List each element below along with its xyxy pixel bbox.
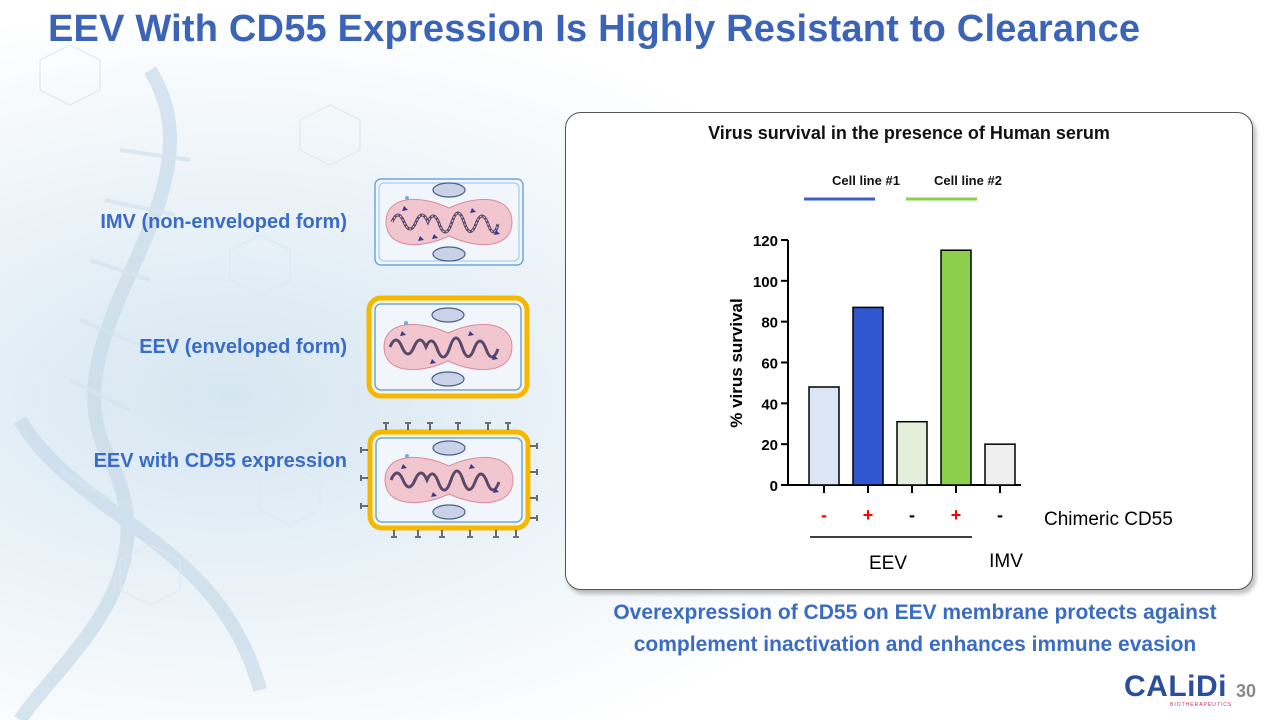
category-label-4: + [951,505,962,525]
category-label-1: - [821,505,827,525]
bar-3 [896,420,928,486]
y-tick-label: 60 [761,356,778,373]
legend-label-1: Cell line #1 [832,173,900,188]
bar-1 [808,386,840,486]
row-label-chimeric-cd55: Chimeric CD55 [1044,509,1173,530]
y-tick-label: 100 [753,274,778,291]
group-label-eev: EEV [869,553,907,574]
y-tick-label: 20 [761,437,778,454]
group-label-imv: IMV [989,551,1023,572]
conclusion-text: Overexpression of CD55 on EEV membrane p… [565,597,1265,661]
y-tick-label: 80 [761,315,778,332]
slide-title: EEV With CD55 Expression Is Highly Resis… [48,8,1141,50]
bar-5 [984,443,1016,486]
conclusion-line-2: complement inactivation and enhances imm… [633,633,1197,656]
y-axis-label: % virus survival [727,298,746,427]
category-label-5: - [997,505,1003,525]
category-label-2: + [863,505,874,525]
page-number: 30 [1236,681,1257,701]
bar-4 [940,249,972,486]
eev-cd55-label: EEV with CD55 expression [93,450,347,472]
eev-label: EEV (enveloped form) [139,336,347,358]
y-tick-label: 40 [761,396,778,413]
chart-title: Virus survival in the presence of Human … [708,123,1110,143]
y-tick-label: 120 [753,233,778,250]
eev-cd55-virion-icon [360,422,538,538]
bar-2 [852,306,884,486]
imv-label: IMV (non-enveloped form) [100,211,347,233]
eev-virion-icon [366,295,530,399]
chart-panel: Virus survival in the presence of Human … [565,112,1253,590]
imv-virion-icon [374,178,524,266]
calidi-logo: CALiDi [1124,670,1227,703]
y-tick-label: 0 [770,478,778,495]
survival-chart: Virus survival in the presence of Human … [708,123,1173,574]
logo-subtitle: BIOTHERAPEUTICS [1170,702,1233,708]
legend-label-2: Cell line #2 [934,173,1002,188]
conclusion-line-1: Overexpression of CD55 on EEV membrane p… [613,601,1217,624]
category-label-3: - [909,505,915,525]
